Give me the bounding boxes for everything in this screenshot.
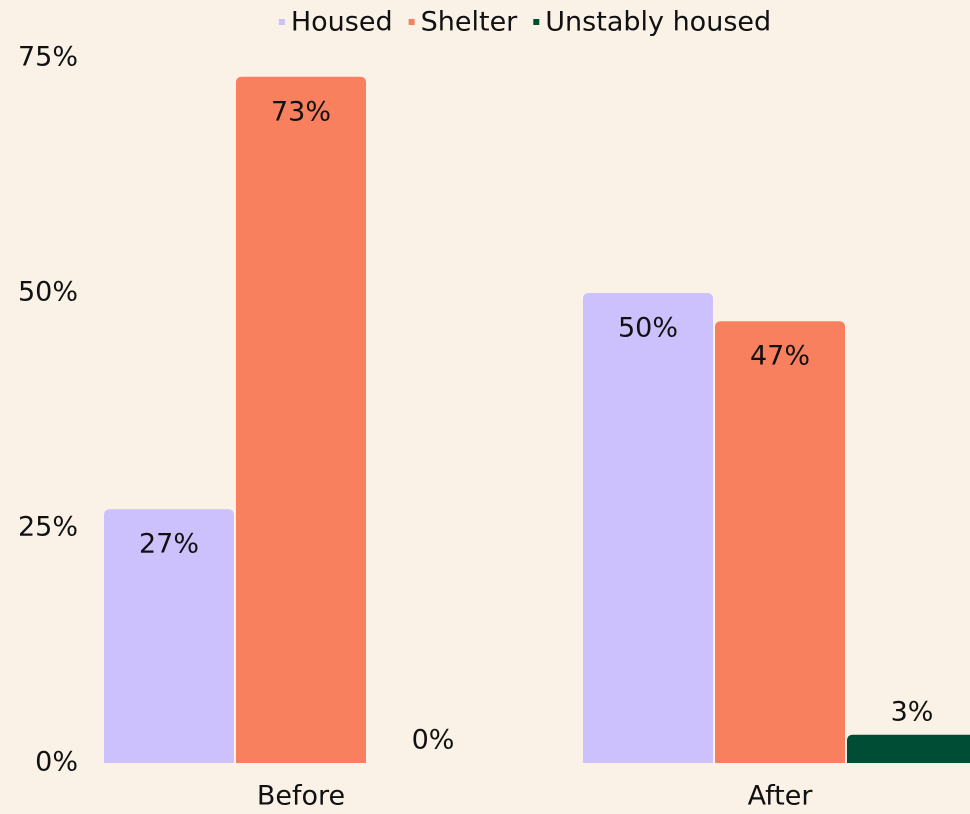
bar <box>236 76 366 764</box>
legend-label: Housed <box>291 7 393 38</box>
value-label: 73% <box>271 96 331 127</box>
bar <box>104 509 234 763</box>
legend-marker <box>278 19 285 25</box>
y-tick-label: 0% <box>35 747 78 778</box>
y-tick-label: 25% <box>18 512 78 543</box>
bar <box>847 734 970 763</box>
y-tick-label: 50% <box>18 277 78 308</box>
value-label: 0% <box>412 725 455 756</box>
value-label: 27% <box>139 529 199 560</box>
legend-marker <box>533 19 540 25</box>
value-label: 3% <box>891 696 934 727</box>
legend-marker <box>408 19 415 25</box>
bar <box>583 293 713 763</box>
value-label: 47% <box>750 341 810 372</box>
bar <box>715 321 845 763</box>
value-label: 50% <box>618 313 678 344</box>
x-tick-label: Before <box>257 781 345 812</box>
y-tick-label: 75% <box>18 42 78 73</box>
x-tick-label: After <box>748 781 814 812</box>
legend-label: Shelter <box>421 7 519 38</box>
legend-label: Unstably housed <box>545 7 771 38</box>
